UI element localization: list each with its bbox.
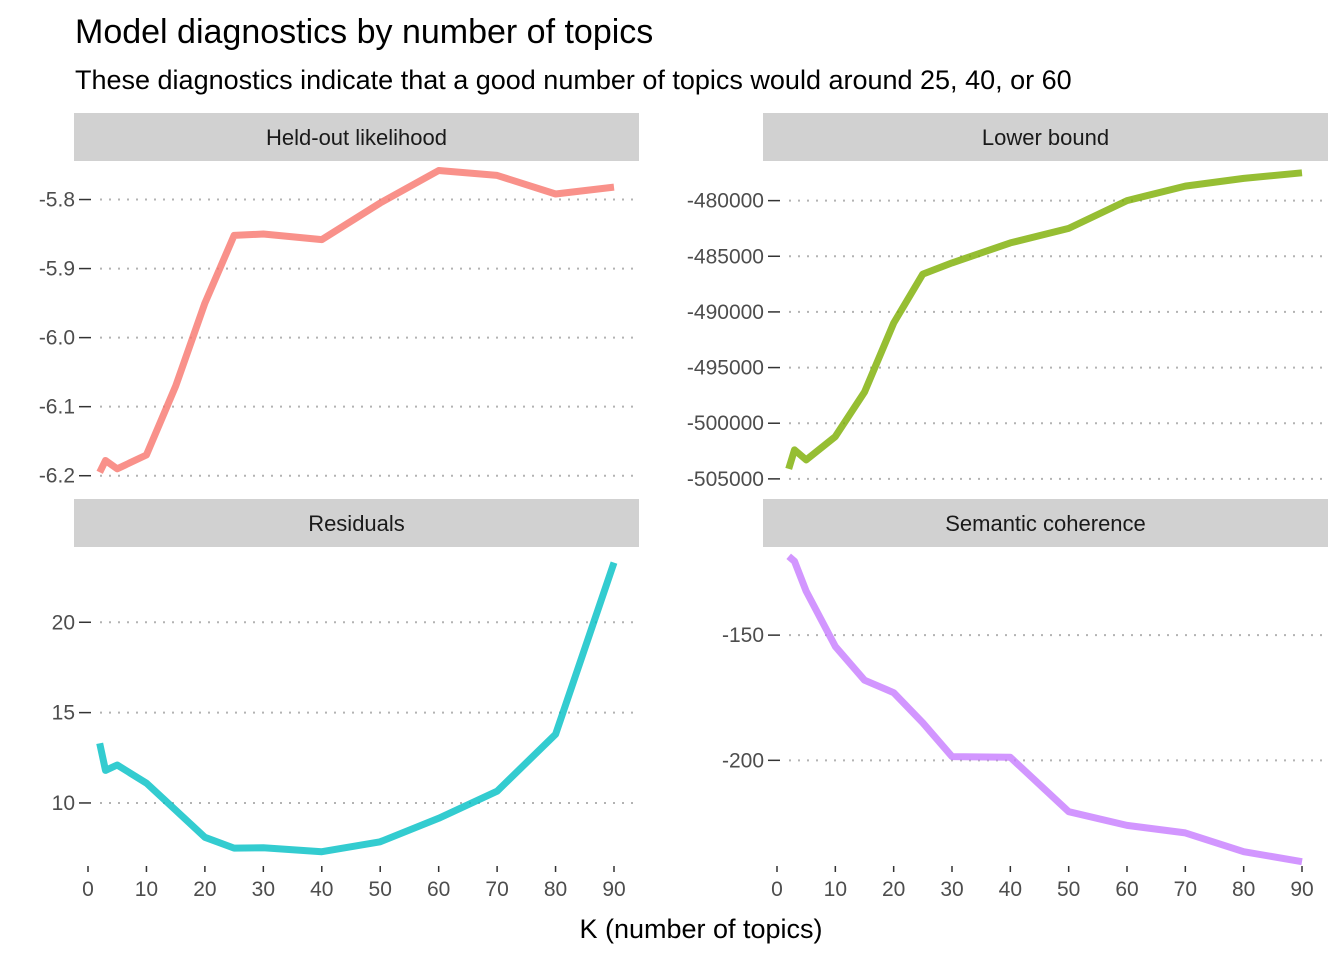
x-tick-label: 90 — [602, 878, 625, 901]
y-tick-label: -6.1 — [39, 396, 75, 419]
y-tick-label: 10 — [52, 792, 75, 815]
x-tick-label: 10 — [135, 878, 158, 901]
x-tick-label: 0 — [771, 878, 783, 901]
facet-strip-label: Semantic coherence — [945, 511, 1146, 536]
y-tick-label: -6.2 — [39, 465, 75, 488]
y-tick-label: -505000 — [687, 468, 764, 491]
x-tick-label: 30 — [940, 878, 963, 901]
x-tick-label: 20 — [882, 878, 905, 901]
facet-strip-label: Residuals — [308, 511, 405, 536]
x-axis-label: K (number of topics) — [579, 914, 822, 944]
facet-strip-label: Held-out likelihood — [266, 125, 447, 150]
x-tick-label: 90 — [1290, 878, 1313, 901]
x-tick-label: 20 — [193, 878, 216, 901]
chart-panels: Held-out likelihood -6.2 -6.1 -6.0 -5.9 -5.8 L… — [39, 113, 1328, 901]
panel-2: Lower bound -505000 -500000 -495000 -490000 -… — [687, 113, 1328, 491]
y-tick-label: -6.0 — [39, 327, 75, 350]
panel-1: Held-out likelihood -6.2 -6.1 -6.0 -5.9 -5.8 — [39, 113, 639, 488]
chart-title: Model diagnostics by number of topics — [75, 13, 654, 51]
x-tick-label: 60 — [427, 878, 450, 901]
y-tick-label: -490000 — [687, 301, 764, 324]
x-tick-label: 60 — [1115, 878, 1138, 901]
panel-4: Semantic coherence -200 -150 0 10 20 30 40 50 60 7… — [722, 499, 1328, 901]
y-tick-label: -500000 — [687, 412, 764, 435]
y-tick-label: -5.8 — [39, 189, 75, 212]
x-tick-label: 30 — [252, 878, 275, 901]
x-tick-label: 70 — [1174, 878, 1197, 901]
x-tick-label: 10 — [824, 878, 847, 901]
x-tick-label: 80 — [1232, 878, 1255, 901]
y-tick-label: -485000 — [687, 245, 764, 268]
y-tick-label: -150 — [722, 624, 764, 647]
panel-3: Residuals 10 15 20 0 10 20 30 40 50 60 70 80 90 — [52, 499, 639, 901]
y-tick-label: -480000 — [687, 190, 764, 213]
x-tick-label: 50 — [369, 878, 392, 901]
series-line — [786, 553, 1303, 866]
facet-strip — [763, 113, 1328, 161]
x-tick-label: 50 — [1057, 878, 1080, 901]
y-tick-label: -200 — [722, 749, 764, 772]
facet-strip — [74, 499, 639, 547]
facet-strip — [763, 499, 1328, 547]
y-tick-label: -495000 — [687, 357, 764, 380]
facet-strip — [74, 113, 639, 161]
x-tick-label: 40 — [310, 878, 333, 901]
series-line — [96, 167, 615, 474]
series-line — [96, 561, 618, 856]
x-tick-label: 0 — [82, 878, 94, 901]
chart-subtitle: These diagnostics indicate that a good n… — [75, 65, 1072, 95]
facet-strip-label: Lower bound — [982, 125, 1109, 150]
y-tick-label: 20 — [52, 611, 75, 634]
x-tick-label: 80 — [544, 878, 567, 901]
series-line — [785, 169, 1303, 470]
y-tick-label: -5.9 — [39, 258, 75, 281]
x-tick-label: 40 — [999, 878, 1022, 901]
x-tick-label: 70 — [485, 878, 508, 901]
y-tick-label: 15 — [52, 702, 75, 725]
